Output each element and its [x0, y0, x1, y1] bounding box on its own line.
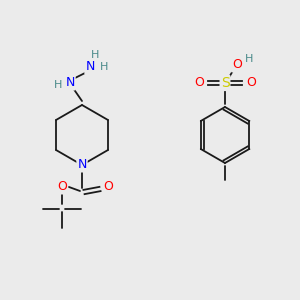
Text: H: H [245, 54, 253, 64]
Text: H: H [100, 62, 108, 72]
Text: S: S [220, 76, 230, 90]
Text: O: O [194, 76, 204, 89]
Text: H: H [91, 50, 99, 60]
Text: O: O [57, 181, 67, 194]
Text: N: N [77, 158, 87, 172]
Text: N: N [65, 76, 75, 89]
Text: O: O [232, 58, 242, 71]
Text: N: N [85, 61, 95, 74]
Text: H: H [54, 80, 62, 90]
Text: O: O [246, 76, 256, 89]
Text: O: O [103, 181, 113, 194]
